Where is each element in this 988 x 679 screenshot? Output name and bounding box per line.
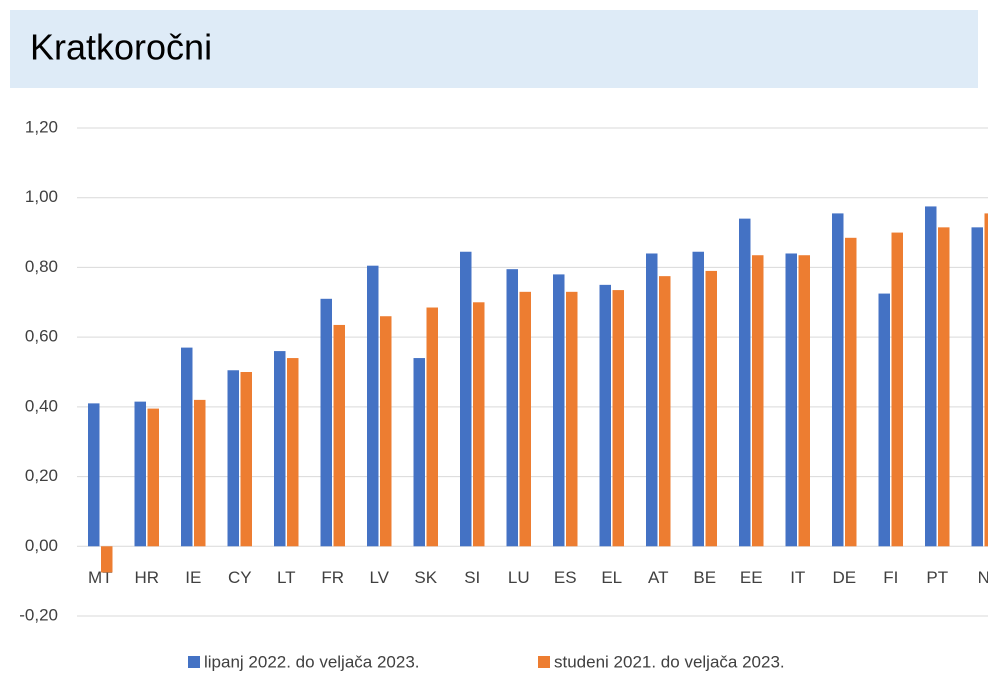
x-tick-label: IE: [185, 568, 201, 587]
x-tick-label: LV: [369, 568, 389, 587]
bar: [181, 347, 193, 547]
y-tick-label: 0,20: [25, 466, 58, 485]
bar: [460, 251, 472, 547]
x-tick-label: FR: [321, 568, 344, 587]
bar: [426, 307, 438, 547]
y-tick-label: 0,80: [25, 257, 58, 276]
bar: [845, 237, 857, 547]
x-tick-label: LT: [277, 568, 296, 587]
bar: [659, 276, 671, 547]
bar: [240, 372, 252, 547]
x-tick-label: EL: [601, 568, 622, 587]
bar: [798, 255, 810, 547]
x-tick-label: ES: [554, 568, 577, 587]
bar: [612, 290, 624, 547]
y-tick-label: 0,00: [25, 536, 58, 555]
bar: [566, 291, 578, 547]
y-tick-label: -0,20: [19, 605, 58, 624]
bar: [971, 227, 983, 547]
bar: [320, 298, 332, 547]
bar: [752, 255, 764, 547]
x-tick-label: AT: [648, 568, 668, 587]
bar: [891, 232, 903, 547]
bar: [274, 351, 286, 547]
x-tick-label: FI: [883, 568, 898, 587]
legend-label: lipanj 2022. do veljača 2023.: [204, 652, 420, 671]
chart-title: Kratkoročni: [30, 27, 212, 68]
y-tick-label: 1,20: [25, 117, 58, 136]
y-tick-label: 1,00: [25, 187, 58, 206]
y-tick-label: 0,40: [25, 396, 58, 415]
bar: [938, 227, 950, 547]
x-tick-label: PT: [926, 568, 948, 587]
bar: [984, 213, 988, 547]
bar: [134, 401, 146, 547]
bar: [88, 403, 100, 547]
legend-swatch: [188, 656, 200, 668]
bar: [506, 269, 518, 547]
bar: [832, 213, 844, 547]
x-tick-label: IT: [790, 568, 805, 587]
bar: [553, 274, 565, 547]
x-tick-label: MT: [88, 568, 113, 587]
bar: [473, 302, 485, 547]
legend-swatch: [538, 656, 550, 668]
title-band: [10, 10, 978, 88]
bar: [785, 253, 797, 547]
x-tick-label: SI: [464, 568, 480, 587]
bar: [333, 324, 345, 547]
x-tick-label: HR: [134, 568, 159, 587]
bar: [692, 251, 704, 547]
bar: [367, 265, 379, 547]
x-tick-label: BE: [693, 568, 716, 587]
x-tick-label: CY: [228, 568, 252, 587]
x-tick-label: DE: [832, 568, 856, 587]
bar: [925, 206, 937, 547]
bar: [194, 399, 206, 547]
bar: [227, 370, 239, 547]
bar: [878, 293, 890, 547]
bar: [413, 358, 425, 547]
x-tick-label: EE: [740, 568, 763, 587]
bar: [147, 408, 159, 547]
bar: [287, 358, 299, 547]
y-tick-label: 0,60: [25, 327, 58, 346]
bar: [705, 270, 717, 547]
bar: [101, 546, 113, 573]
bar: [599, 284, 611, 547]
bar: [519, 291, 531, 547]
x-tick-label: N: [978, 568, 988, 587]
bar: [739, 218, 751, 547]
bar: [646, 253, 658, 547]
legend-label: studeni 2021. do veljača 2023.: [554, 652, 785, 671]
x-tick-label: LU: [508, 568, 530, 587]
bar: [380, 316, 392, 547]
x-tick-label: SK: [414, 568, 437, 587]
